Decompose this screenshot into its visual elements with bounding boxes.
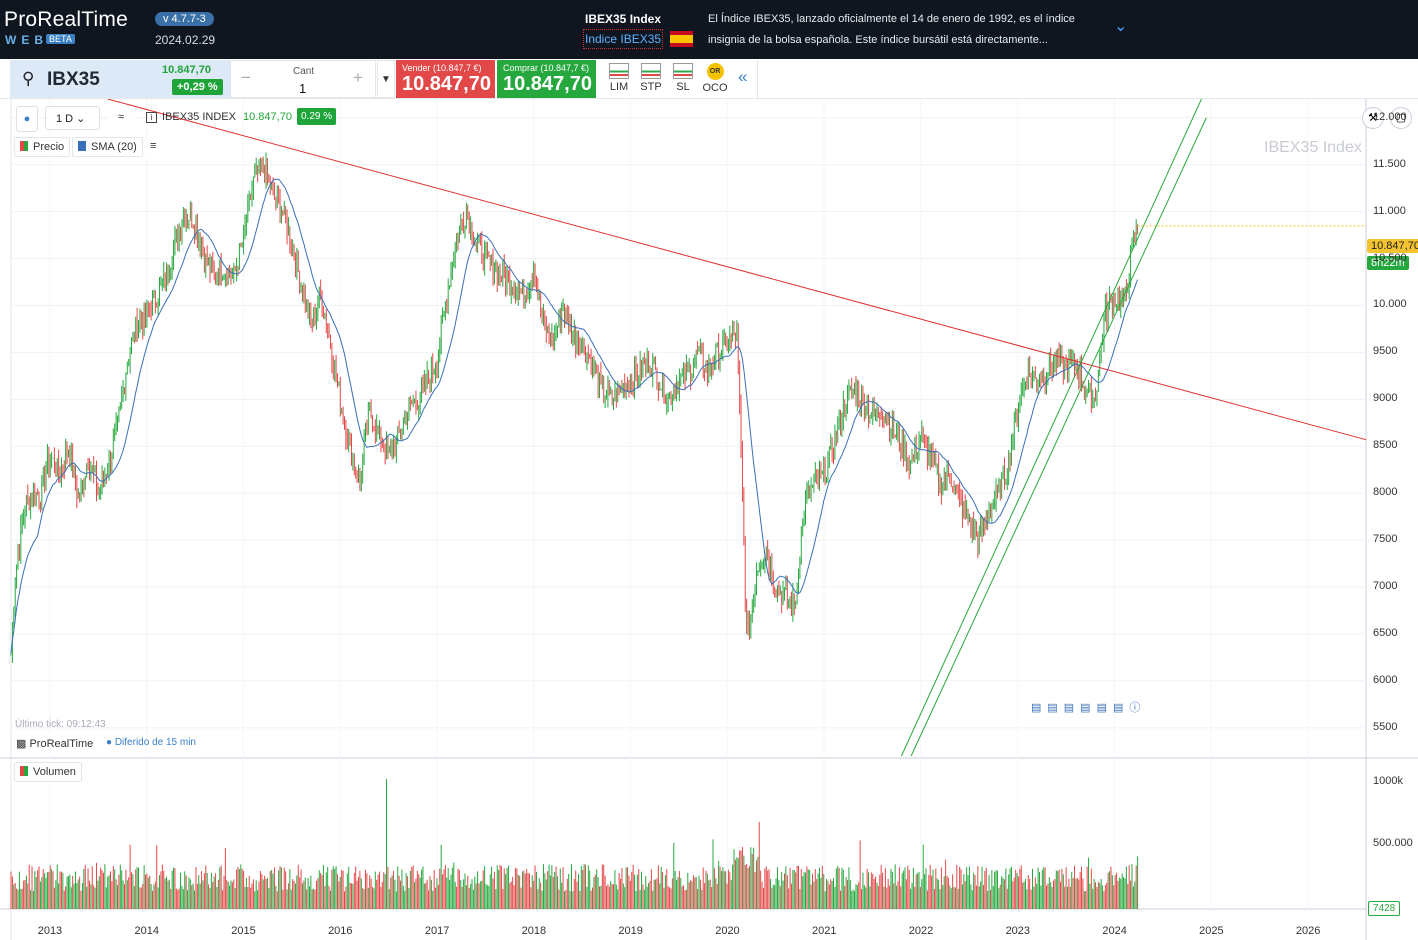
x-tick-label: 2021 [812, 925, 837, 937]
trendline-channel-2 [910, 117, 1207, 757]
spain-flag-icon [670, 31, 693, 47]
chevron-down-icon[interactable]: ⌄ [1114, 18, 1128, 35]
y-tick-label: 8000 [1373, 486, 1398, 499]
instrument-description: El Índice IBEX35, lanzado oficialmente e… [708, 13, 1075, 46]
drawing-objects-icons[interactable]: ▤▤▤▤▤▤ⓘ [1031, 702, 1147, 714]
order-lim-button[interactable]: LIM [604, 63, 634, 97]
y-tick-label: 11.000 [1373, 204, 1406, 217]
provider-label: ▩ ProRealTime [16, 738, 94, 750]
order-sl-button[interactable]: SL [668, 63, 698, 97]
chart-area[interactable]: ● 1 D ⌄ ≈ i IBEX35 INDEX 10.847,70 0.29 %… [0, 99, 1418, 940]
stop-order-icon [641, 63, 661, 79]
indicator-list-icon[interactable]: ≡ [145, 137, 162, 157]
stop-loss-icon [673, 63, 693, 79]
sell-button[interactable]: Vender (10.847,7 €) 10.847,70 [396, 60, 495, 98]
y-tick-label: 10.000 [1373, 298, 1407, 311]
y-tick-label: 12.000 [1373, 110, 1407, 123]
x-tick-label: 2020 [715, 925, 740, 937]
x-tick-label: 2018 [521, 925, 547, 937]
current-price-tag: 10.847,70 [1367, 239, 1418, 253]
y-tick-label: 7000 [1373, 580, 1398, 593]
x-tick-label: 2022 [908, 925, 934, 937]
app-header: ProRealTime WEB BETA v 4.7.7-3 2024.02.2… [0, 0, 1418, 59]
volume-tick-label: 500.000 [1373, 837, 1413, 849]
chart-instrument-label: i IBEX35 INDEX [146, 111, 236, 123]
oco-icon: OR [706, 63, 724, 80]
x-tick-label: 2017 [424, 925, 450, 937]
symbol-price: 10.847,70 [162, 64, 211, 76]
volume-legend[interactable]: Volumen [14, 762, 82, 782]
y-tick-label: 6500 [1373, 626, 1398, 639]
y-tick-label: 11.500 [1373, 157, 1406, 170]
candle-timer-tag: 8h22m [1367, 256, 1409, 270]
app-logo: ProRealTime [4, 8, 128, 31]
volume-tick-label: 1000k [1373, 775, 1403, 787]
info-icon[interactable]: i [146, 112, 157, 123]
buy-label: Comprar (10.847,7 €) [503, 63, 590, 73]
trading-toolbar: ⚲ IBX35 10.847,70 +0,29 % − Cant 1 + ▼ V… [0, 59, 1418, 99]
x-tick-label: 2023 [1005, 925, 1031, 937]
legend-price[interactable]: Precio [14, 137, 71, 157]
collapse-toolbar-icon[interactable]: « [738, 67, 748, 86]
volume-tag: 7428 [1368, 901, 1401, 916]
y-tick-label: 9500 [1373, 345, 1398, 358]
qty-minus-button[interactable]: − [241, 68, 251, 87]
window-icon[interactable]: ▢ [1390, 107, 1412, 129]
symbol-change: +0,29 % [172, 79, 223, 95]
timeframe-select[interactable]: 1 D ⌄ [45, 106, 100, 130]
chart-instrument-change: 0.29 % [297, 108, 337, 125]
qty-plus-button[interactable]: + [353, 68, 363, 87]
x-tick-label: 2016 [328, 925, 353, 937]
sell-label: Vender (10.847,7 €) [402, 63, 482, 73]
buy-button[interactable]: Comprar (10.847,7 €) 10.847,70 [497, 60, 596, 98]
version-badge[interactable]: v 4.7.7-3 [155, 12, 214, 26]
quantity-stepper: − Cant 1 + [230, 60, 376, 98]
order-stp-button[interactable]: STP [636, 63, 666, 97]
trendline-channel-1 [900, 99, 1202, 757]
y-tick-label: 7500 [1373, 533, 1398, 546]
lock-icon[interactable]: ● [16, 106, 38, 132]
delay-label: ● Diferido de 15 min [106, 737, 196, 748]
y-tick-label: 8500 [1373, 439, 1398, 452]
instrument-title: IBEX35 Index [585, 12, 662, 26]
toolbar-divider [757, 60, 758, 98]
last-tick-label: Último tick: 09:12:43 [15, 719, 106, 730]
buy-price: 10.847,70 [503, 73, 592, 95]
x-tick-label: 2026 [1295, 925, 1321, 937]
y-tick-label: 6000 [1373, 673, 1398, 686]
legend-sma[interactable]: SMA (20) [72, 137, 143, 157]
x-tick-label: 2015 [231, 925, 256, 937]
x-tick-label: 2014 [134, 925, 159, 937]
symbol-name[interactable]: IBX35 [47, 69, 100, 90]
y-tick-label: 9000 [1373, 392, 1398, 405]
chart-watermark: IBEX35 Index [1264, 139, 1362, 156]
chart-instrument-price: 10.847,70 [243, 111, 292, 123]
order-oco-button[interactable]: OR OCO [700, 63, 730, 97]
search-icon[interactable]: ⚲ [22, 69, 35, 88]
wrench-icon[interactable]: ⚒ [1362, 107, 1384, 129]
app-logo-sub: WEB [5, 33, 48, 47]
y-tick-label: 10.500 [1373, 251, 1407, 264]
x-tick-label: 2024 [1102, 925, 1127, 937]
sell-price: 10.847,70 [402, 73, 491, 95]
x-tick-label: 2019 [618, 925, 643, 937]
header-date: 2024.02.29 [155, 33, 216, 47]
y-tick-label: 5500 [1373, 720, 1398, 733]
chart-type-icon[interactable]: ≈ [108, 106, 134, 130]
limit-order-icon [609, 63, 629, 79]
qty-input[interactable]: 1 [299, 81, 307, 96]
x-tick-label: 2013 [37, 925, 63, 937]
x-tick-label: 2025 [1199, 925, 1224, 937]
symbol-search-box[interactable]: ⚲ IBX35 10.847,70 +0,29 % [10, 60, 230, 98]
beta-badge: BETA [46, 34, 75, 44]
price-chart-canvas[interactable] [0, 99, 1418, 940]
instrument-link[interactable]: Indice IBEX35 [583, 29, 664, 49]
qty-label: Cant [293, 66, 315, 77]
trendline-resistance [107, 99, 1367, 441]
qty-dropdown-button[interactable]: ▼ [377, 60, 395, 98]
sma-line [10, 178, 1139, 654]
